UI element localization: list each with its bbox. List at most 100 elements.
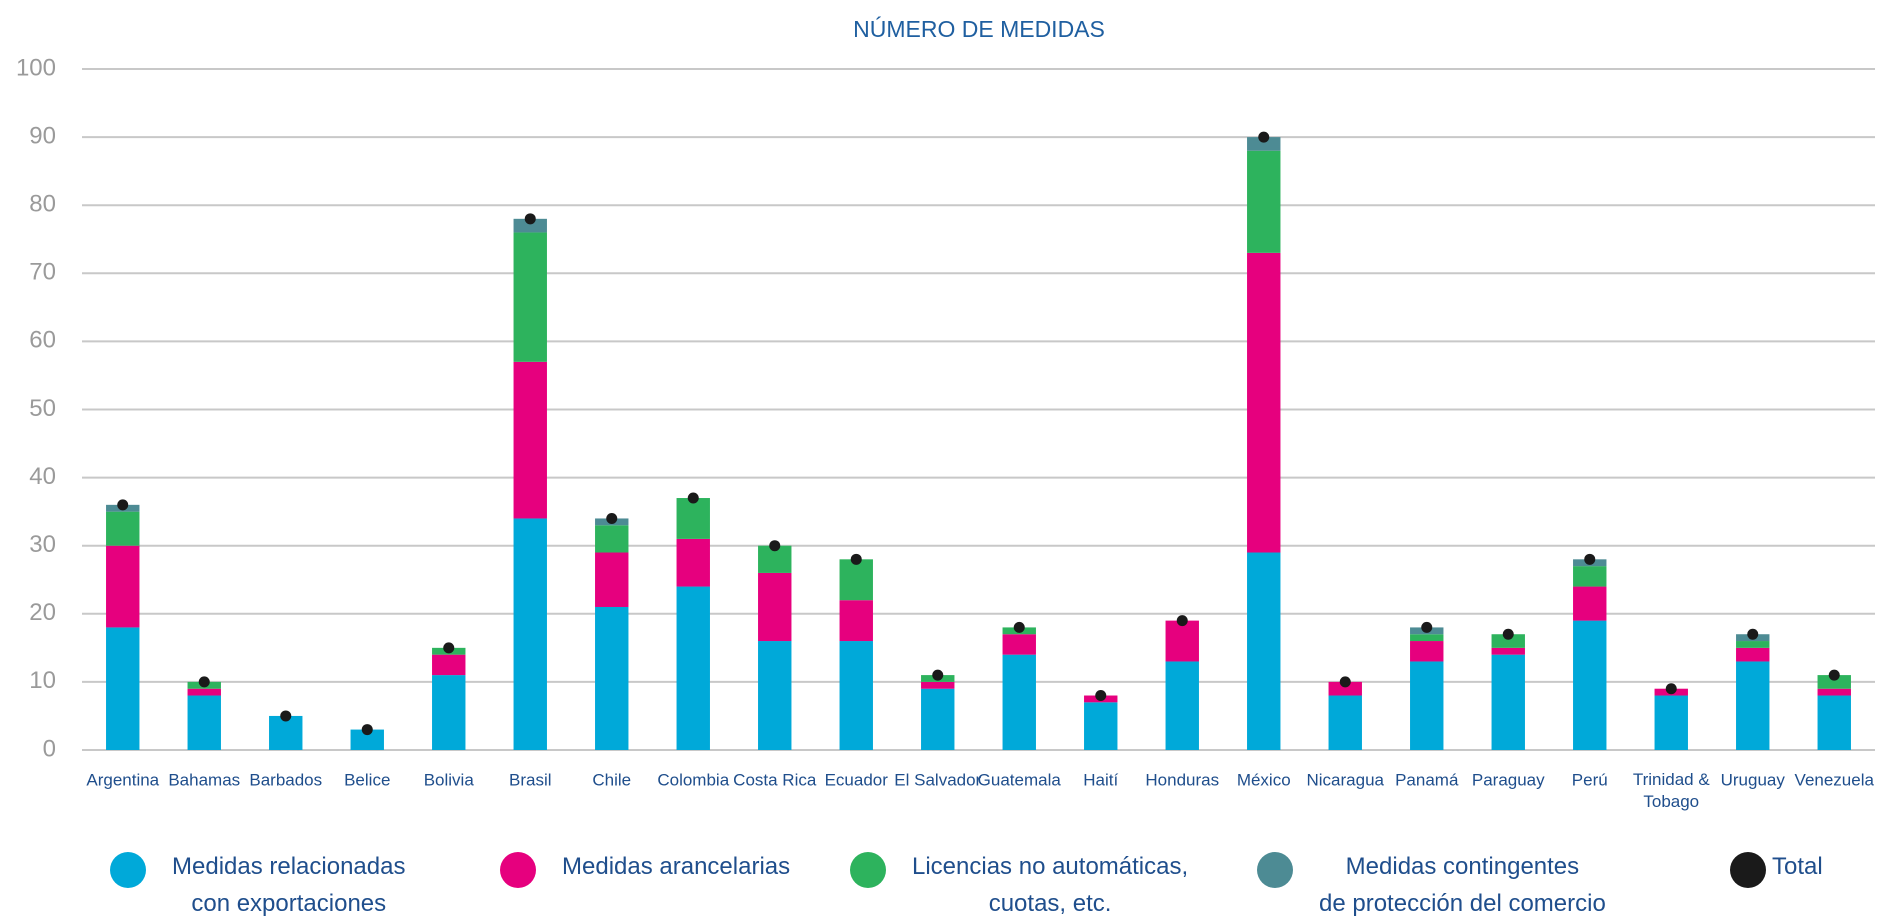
total-dot: [361, 724, 373, 736]
x-tick-label: Trinidad & Tobago: [1633, 770, 1711, 811]
total-dot: [1747, 628, 1759, 640]
bar-segment: [1817, 675, 1851, 689]
x-tick-label: Perú: [1572, 770, 1608, 789]
x-tick-label: Bolivia: [424, 770, 475, 789]
bar-segment: [1247, 137, 1281, 151]
bar-segment: [839, 641, 873, 750]
bar-segment: [1573, 620, 1607, 750]
legend-item: Medidas relacionadas con exportaciones: [110, 848, 405, 922]
bar-segment: [1573, 586, 1607, 621]
total-dot: [687, 492, 699, 504]
total-dot: [1665, 683, 1677, 695]
x-tick-label: Venezuela: [1795, 770, 1875, 789]
bar-segment: [269, 715, 303, 750]
bar-segment: [595, 552, 629, 607]
total-dot: [198, 676, 210, 688]
total-dot: [1421, 621, 1433, 633]
bar-segment: [1736, 661, 1770, 750]
y-tick-label: 40: [29, 463, 56, 490]
x-tick-label: Honduras: [1145, 770, 1219, 789]
y-tick-label: 20: [29, 599, 56, 626]
bar-segment: [432, 654, 466, 676]
bar-segment: [513, 361, 547, 519]
legend-label: Total: [1772, 853, 1823, 880]
legend-label: Medidas contingentes de protección del c…: [1319, 853, 1606, 917]
bar-segment: [1654, 695, 1688, 750]
bar-segment: [1573, 566, 1607, 587]
legend-swatch: [1257, 852, 1293, 888]
bar-segment: [839, 600, 873, 642]
x-tick-label: Argentina: [86, 770, 159, 789]
bar-segment: [1817, 695, 1851, 750]
bar-segment: [432, 675, 466, 750]
bar-segment: [1491, 647, 1525, 655]
bar-segment: [1491, 654, 1525, 750]
y-tick-label: 100: [16, 54, 56, 81]
y-tick-label: 50: [29, 395, 56, 422]
total-dot: [1258, 131, 1270, 143]
x-tick-label: Uruguay: [1721, 770, 1786, 789]
chart-title: NÚMERO DE MEDIDAS: [853, 16, 1105, 42]
x-tick-label: Nicaragua: [1307, 770, 1385, 789]
bar-segment: [350, 729, 384, 750]
total-dot: [1095, 690, 1107, 702]
x-tick-label: Costa Rica: [733, 770, 817, 789]
total-dot: [1828, 669, 1840, 681]
x-tick-label: Bahamas: [168, 770, 240, 789]
x-tick-label: Belice: [344, 770, 390, 789]
total-dot: [443, 642, 455, 654]
bar-segment: [106, 627, 140, 750]
y-tick-label: 70: [29, 259, 56, 286]
total-dot: [1584, 553, 1596, 565]
y-tick-label: 80: [29, 191, 56, 218]
chart: NÚMERO DE MEDIDAS 0 10 20 30 40 50 60 70 80 90 100…: [16, 16, 1875, 812]
bar-segment: [1817, 688, 1851, 696]
x-tick-label: Panamá: [1395, 770, 1459, 789]
bar-segment: [1247, 552, 1281, 750]
bar-segment: [839, 559, 873, 601]
bar-segment: [187, 688, 221, 696]
legend-label: Licencias no automáticas, cuotas, etc.: [912, 853, 1189, 917]
total-dot: [280, 710, 292, 722]
x-tick-label: El Salvador: [894, 770, 981, 789]
x-tick-label: Chile: [592, 770, 631, 789]
y-tick-label: 30: [29, 531, 56, 558]
legend-label: Medidas relacionadas con exportaciones: [172, 853, 406, 917]
bar-segment: [1410, 661, 1444, 750]
bar-segment: [758, 641, 792, 750]
bar-segment: [595, 606, 629, 750]
bar-segment: [1736, 647, 1770, 662]
total-dot: [769, 540, 781, 552]
x-tick-label: Colombia: [657, 770, 729, 789]
x-tick-label: Haití: [1083, 770, 1118, 789]
x-tick-label: Ecuador: [825, 770, 889, 789]
legend-label: Medidas arancelarias: [562, 853, 791, 880]
bar-segment: [1328, 681, 1362, 696]
bar-segment: [921, 681, 955, 689]
bar-segment: [1002, 634, 1036, 655]
total-dot: [524, 213, 536, 225]
bar-segment: [921, 688, 955, 750]
bar-segment: [1247, 252, 1281, 553]
bar-segment: [106, 511, 140, 546]
x-tick-label: Paraguay: [1472, 770, 1545, 789]
x-tick-label: México: [1237, 770, 1291, 789]
legend-swatch: [500, 852, 536, 888]
bar-segment: [595, 525, 629, 553]
y-tick-label: 90: [29, 122, 56, 149]
bar-segment: [758, 572, 792, 642]
x-tick-label: Brasil: [509, 770, 552, 789]
bar-segment: [1002, 654, 1036, 750]
legend-item: Licencias no automáticas, cuotas, etc.: [850, 848, 1188, 922]
x-tick-label: Barbados: [249, 770, 322, 789]
bar-segment: [1410, 634, 1444, 642]
total-dot: [117, 499, 129, 511]
bar-segment: [1328, 695, 1362, 750]
total-dot: [1176, 615, 1188, 627]
total-dot: [1013, 621, 1025, 633]
bar-segment: [513, 232, 547, 362]
legend-swatch: [850, 852, 886, 888]
bar-segment: [106, 545, 140, 628]
bar-segment: [1084, 702, 1118, 750]
